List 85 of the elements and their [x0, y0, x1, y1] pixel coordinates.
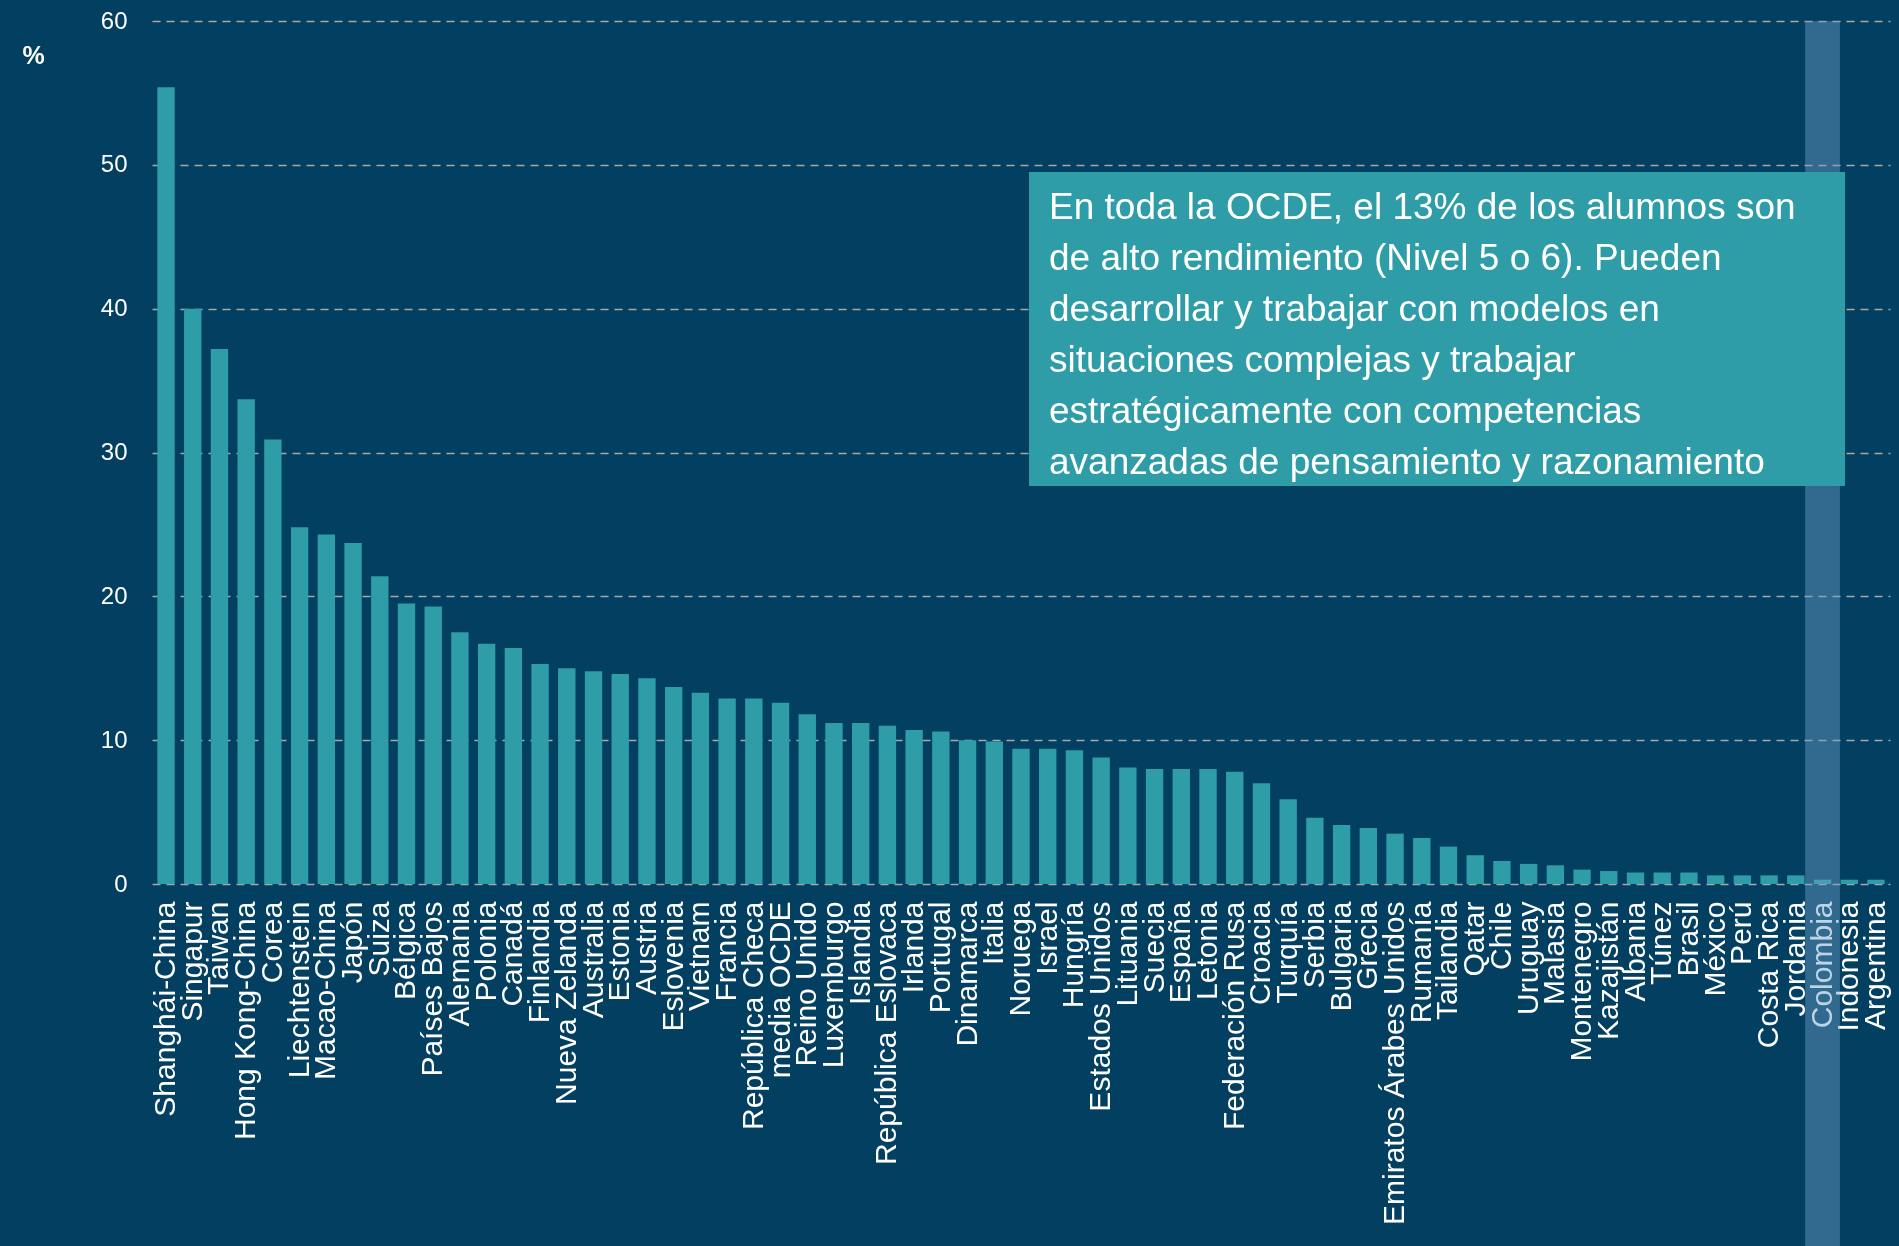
bar: [958, 740, 977, 884]
bar: [1760, 875, 1778, 884]
bar: [932, 731, 950, 884]
bar: [317, 534, 336, 884]
bar: [985, 741, 1003, 884]
bar: [157, 87, 175, 884]
bar: [1680, 872, 1698, 884]
bar: [477, 643, 496, 884]
bar: [718, 698, 736, 884]
x-tick-label: Jordania: [1777, 901, 1811, 1017]
bar: [1199, 768, 1217, 884]
bar: [210, 348, 229, 884]
y-tick-label: 10: [100, 725, 128, 753]
bar: [638, 678, 656, 884]
bar: [1279, 799, 1297, 884]
bar: [1359, 827, 1378, 884]
bar: [1226, 771, 1244, 884]
x-tick-label: Shanghái-China: [148, 901, 182, 1117]
bar: [611, 674, 629, 884]
bar: [531, 663, 549, 884]
bar: [1546, 865, 1565, 884]
bar: [237, 399, 255, 884]
bar: [1626, 872, 1645, 884]
bar: [1306, 817, 1324, 884]
bar: [771, 702, 790, 884]
bar: [1172, 768, 1190, 884]
bar: [1653, 872, 1671, 884]
bar: [1706, 875, 1725, 884]
bar: [558, 668, 576, 884]
y-tick-label: 40: [100, 294, 128, 322]
bar: [290, 527, 309, 884]
bar: [1600, 871, 1618, 884]
bar: [1119, 767, 1137, 884]
bar: [424, 606, 442, 884]
bar: [504, 648, 523, 884]
bar: [1840, 879, 1858, 884]
bar: [397, 603, 416, 884]
annotation: En toda la OCDE, el 13% de los alumnos son de alto rendimiento (Nivel 5 o 6). Pueden desarrollar y trabajar con modelos en situaciones complejas y trabajar estratégicamente con competencias avanzadas de pensamiento y razonamiento: [1049, 186, 1796, 482]
bar: [798, 714, 816, 884]
bar: [825, 722, 843, 884]
x-tick-label: España: [1163, 901, 1197, 1004]
bar: [264, 439, 282, 884]
bar: [745, 698, 763, 884]
bar: [878, 725, 897, 884]
bar: [451, 632, 469, 884]
bar: [1519, 863, 1538, 884]
x-tick-label: Nueva Zelanda: [548, 901, 582, 1105]
bar: [1012, 748, 1030, 884]
bar: [905, 730, 923, 884]
bar: [1386, 833, 1404, 884]
bar: [1092, 757, 1110, 884]
bar: [584, 671, 603, 884]
bar: [1252, 783, 1271, 884]
x-tick-label: Austria: [628, 901, 662, 995]
x-tick-label: Tailandia: [1430, 901, 1464, 1020]
y-tick-label: 60: [100, 6, 128, 34]
bar: [1039, 748, 1057, 884]
y-tick-label: 0: [114, 869, 128, 897]
x-tick-label: Brasil: [1670, 901, 1704, 977]
bar: [1413, 837, 1431, 884]
bar: [371, 576, 389, 884]
bar: [1493, 860, 1511, 884]
y-axis-title: %: [22, 40, 45, 69]
bar: [1332, 825, 1351, 884]
bar: [1573, 869, 1591, 884]
bar: [1867, 879, 1885, 884]
bar: [1466, 855, 1484, 884]
bar: [1145, 768, 1164, 884]
x-tick-label: Argentina: [1857, 901, 1891, 1030]
bar: [691, 692, 710, 884]
bar: [664, 686, 683, 884]
x-tick-label: Italia: [976, 901, 1010, 965]
x-tick-label: Lituania: [1109, 901, 1143, 1007]
bar: [1787, 875, 1805, 884]
bar: [1813, 879, 1832, 884]
y-tick-label: 50: [100, 150, 128, 178]
bar: [1733, 875, 1752, 884]
bar: [344, 543, 362, 884]
y-tick-label: 20: [100, 581, 128, 609]
x-tick-label: República Checa: [735, 901, 769, 1130]
bar: [184, 308, 202, 884]
y-tick-label: 30: [100, 438, 128, 465]
bar: [852, 722, 870, 884]
bar: [1065, 750, 1084, 884]
bar: [1439, 846, 1458, 884]
